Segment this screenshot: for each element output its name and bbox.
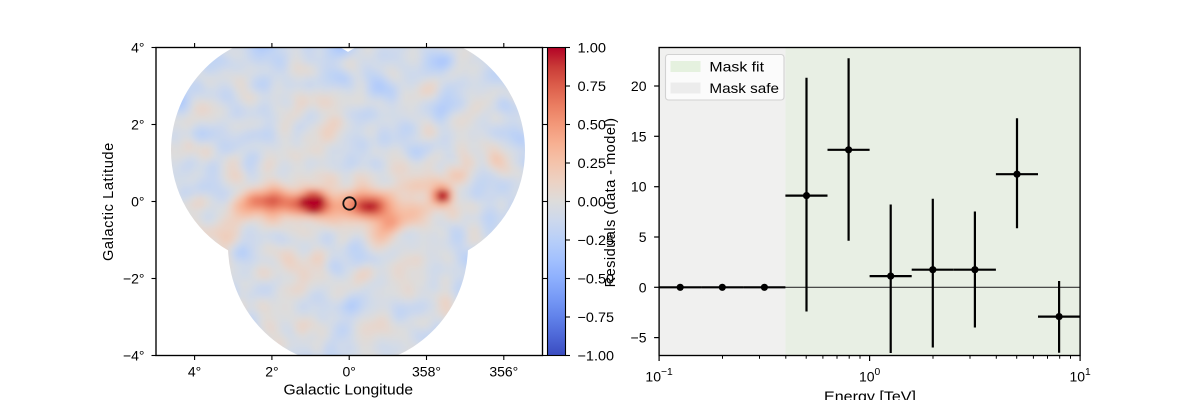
- svg-text:Mask fit: Mask fit: [709, 59, 764, 75]
- svg-text:5: 5: [639, 229, 647, 245]
- svg-text:0°: 0°: [343, 363, 356, 379]
- svg-text:Energy [TeV]: Energy [TeV]: [824, 389, 916, 400]
- svg-text:−0.25: −0.25: [578, 232, 615, 248]
- svg-text:0.25: 0.25: [578, 155, 607, 171]
- svg-text:15: 15: [631, 128, 647, 144]
- svg-text:0°: 0°: [131, 194, 144, 210]
- svg-text:358°: 358°: [412, 363, 441, 379]
- svg-text:4°: 4°: [188, 363, 201, 379]
- svg-text:2°: 2°: [265, 363, 278, 379]
- svg-text:Galactic Latitude: Galactic Latitude: [101, 142, 117, 261]
- svg-text:0.75: 0.75: [578, 78, 607, 94]
- svg-text:−2°: −2°: [123, 271, 145, 287]
- svg-text:−5: −5: [631, 330, 647, 346]
- svg-text:−4°: −4°: [123, 348, 145, 364]
- svg-text:1.00: 1.00: [578, 40, 607, 56]
- svg-text:0.00: 0.00: [578, 194, 607, 210]
- svg-text:2°: 2°: [131, 117, 144, 133]
- svg-text:20: 20: [631, 78, 647, 94]
- svg-text:356°: 356°: [489, 363, 518, 379]
- svg-text:0.50: 0.50: [578, 117, 607, 133]
- svg-text:−0.50: −0.50: [578, 271, 615, 287]
- svg-text:Mask safe: Mask safe: [709, 80, 779, 96]
- svg-text:Residuals (data - model): Residuals (data - model): [603, 118, 619, 288]
- svg-text:0: 0: [639, 279, 647, 295]
- svg-text:4°: 4°: [131, 40, 144, 56]
- svg-text:Galactic Longitude: Galactic Longitude: [284, 382, 414, 398]
- svg-text:−1.00: −1.00: [578, 348, 615, 364]
- svg-text:10: 10: [631, 179, 647, 195]
- svg-text:−0.75: −0.75: [578, 309, 615, 325]
